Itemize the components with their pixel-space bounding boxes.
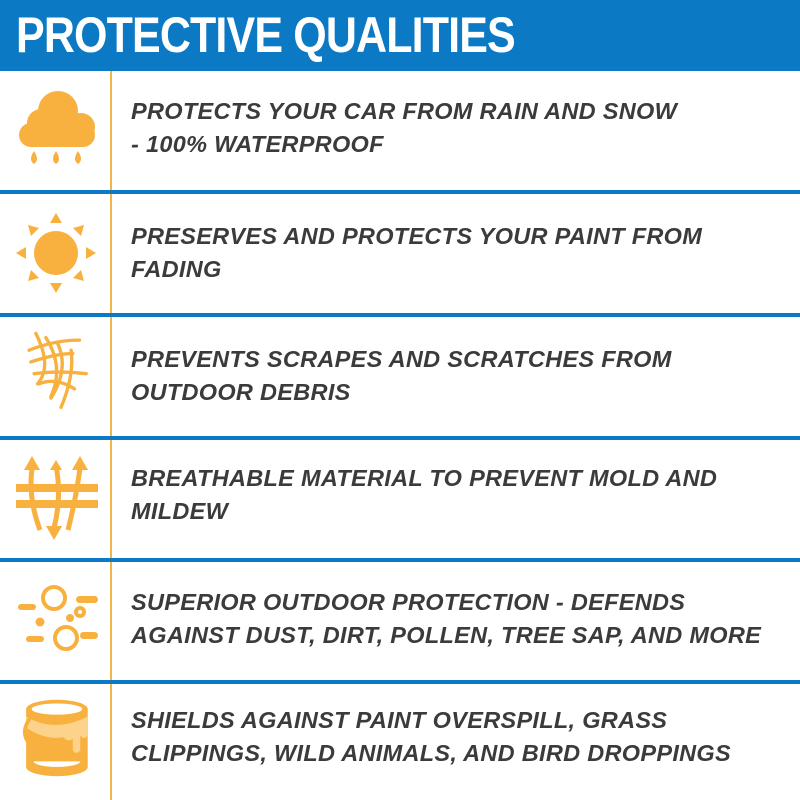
paint-bucket-icon — [22, 699, 88, 777]
feature-text-line: PRESERVES AND PROTECTS YOUR PAINT FROM — [131, 223, 703, 249]
feature-text-line: FADING — [131, 256, 222, 282]
feature-row-outdoor: SUPERIOR OUTDOOR PROTECTION - DEFENDS AG… — [0, 562, 800, 680]
feature-text-line: CLIPPINGS, WILD ANIMALS, AND BIRD DROPPI… — [131, 740, 731, 766]
feature-text-line: - 100% WATERPROOF — [131, 131, 384, 157]
feature-text-line: OUTDOOR DEBRIS — [131, 379, 351, 405]
feature-text-line: AGAINST DUST, DIRT, POLLEN, TREE SAP, AN… — [131, 622, 762, 648]
feature-row-scratches: PREVENTS SCRAPES AND SCRATCHES FROM OUTD… — [0, 317, 800, 436]
scratches-icon — [27, 331, 88, 409]
breathable-arrows-icon — [16, 456, 98, 540]
cloud-rain-icon — [19, 91, 95, 164]
row-separator — [0, 680, 800, 684]
row-separator — [0, 190, 800, 194]
feature-text-line: MILDEW — [131, 498, 229, 524]
column-divider — [110, 71, 112, 800]
page-title: PROTECTIVE QUALITIES — [16, 7, 516, 63]
header-banner: PROTECTIVE QUALITIES — [0, 0, 800, 71]
feature-text-line: PREVENTS SCRAPES AND SCRATCHES FROM — [131, 346, 672, 372]
particles-icon — [18, 585, 98, 651]
row-separator — [0, 558, 800, 562]
row-separator — [0, 313, 800, 317]
sun-icon — [16, 213, 96, 293]
feature-text-line: PROTECTS YOUR CAR FROM RAIN AND SNOW — [131, 98, 678, 124]
feature-text-line: BREATHABLE MATERIAL TO PREVENT MOLD AND — [131, 465, 718, 491]
row-separator — [0, 436, 800, 440]
feature-row-overspill: SHIELDS AGAINST PAINT OVERSPILL, GRASS C… — [0, 684, 800, 800]
feature-row-breathable: BREATHABLE MATERIAL TO PREVENT MOLD AND … — [0, 440, 800, 558]
feature-row-fading: PRESERVES AND PROTECTS YOUR PAINT FROM F… — [0, 194, 800, 313]
feature-text-line: SHIELDS AGAINST PAINT OVERSPILL, GRASS — [131, 707, 668, 733]
feature-text-line: SUPERIOR OUTDOOR PROTECTION - DEFENDS — [131, 589, 686, 615]
feature-row-waterproof: PROTECTS YOUR CAR FROM RAIN AND SNOW - 1… — [0, 71, 800, 190]
